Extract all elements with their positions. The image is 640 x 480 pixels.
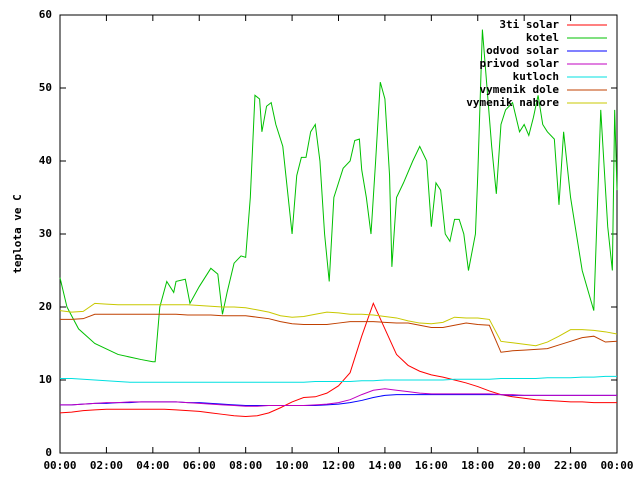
legend-label: privod solar: [480, 57, 560, 70]
series-line: [59, 29, 618, 363]
x-tick-label: 20:00: [508, 459, 541, 472]
x-tick-label: 06:00: [183, 459, 216, 472]
legend-label: odvod solar: [486, 44, 559, 57]
series-line: [60, 388, 617, 407]
x-tick-label: 00:00: [600, 459, 633, 472]
x-tick-label: 02:00: [90, 459, 123, 472]
x-tick-label: 10:00: [276, 459, 309, 472]
legend-label: kutloch: [513, 70, 559, 83]
series-line: [60, 375, 617, 383]
x-tick-label: 14:00: [368, 459, 401, 472]
legend-label: vymenik dole: [480, 83, 560, 96]
y-tick-label: 30: [39, 227, 52, 240]
legend-label: kotel: [526, 31, 559, 44]
series-line: [59, 302, 618, 347]
y-tick-label: 0: [45, 446, 52, 459]
series-line: [60, 313, 618, 353]
y-tick-label: 10: [39, 373, 52, 386]
y-tick-label: 50: [39, 81, 52, 94]
y-axis-label: teplota ve C: [11, 194, 24, 273]
x-tick-label: 08:00: [229, 459, 262, 472]
x-tick-label: 12:00: [322, 459, 355, 472]
series-line: [60, 394, 617, 407]
y-tick-label: 40: [39, 154, 52, 167]
y-tick-label: 20: [39, 300, 52, 313]
x-tick-label: 00:00: [43, 459, 76, 472]
x-tick-label: 04:00: [136, 459, 169, 472]
series-line: [59, 302, 617, 418]
legend-label: vymenik nahore: [466, 96, 559, 109]
y-tick-label: 60: [39, 8, 52, 21]
x-tick-label: 18:00: [461, 459, 494, 472]
x-tick-label: 16:00: [415, 459, 448, 472]
legend-label: 3ti solar: [499, 18, 559, 31]
x-tick-label: 22:00: [554, 459, 587, 472]
